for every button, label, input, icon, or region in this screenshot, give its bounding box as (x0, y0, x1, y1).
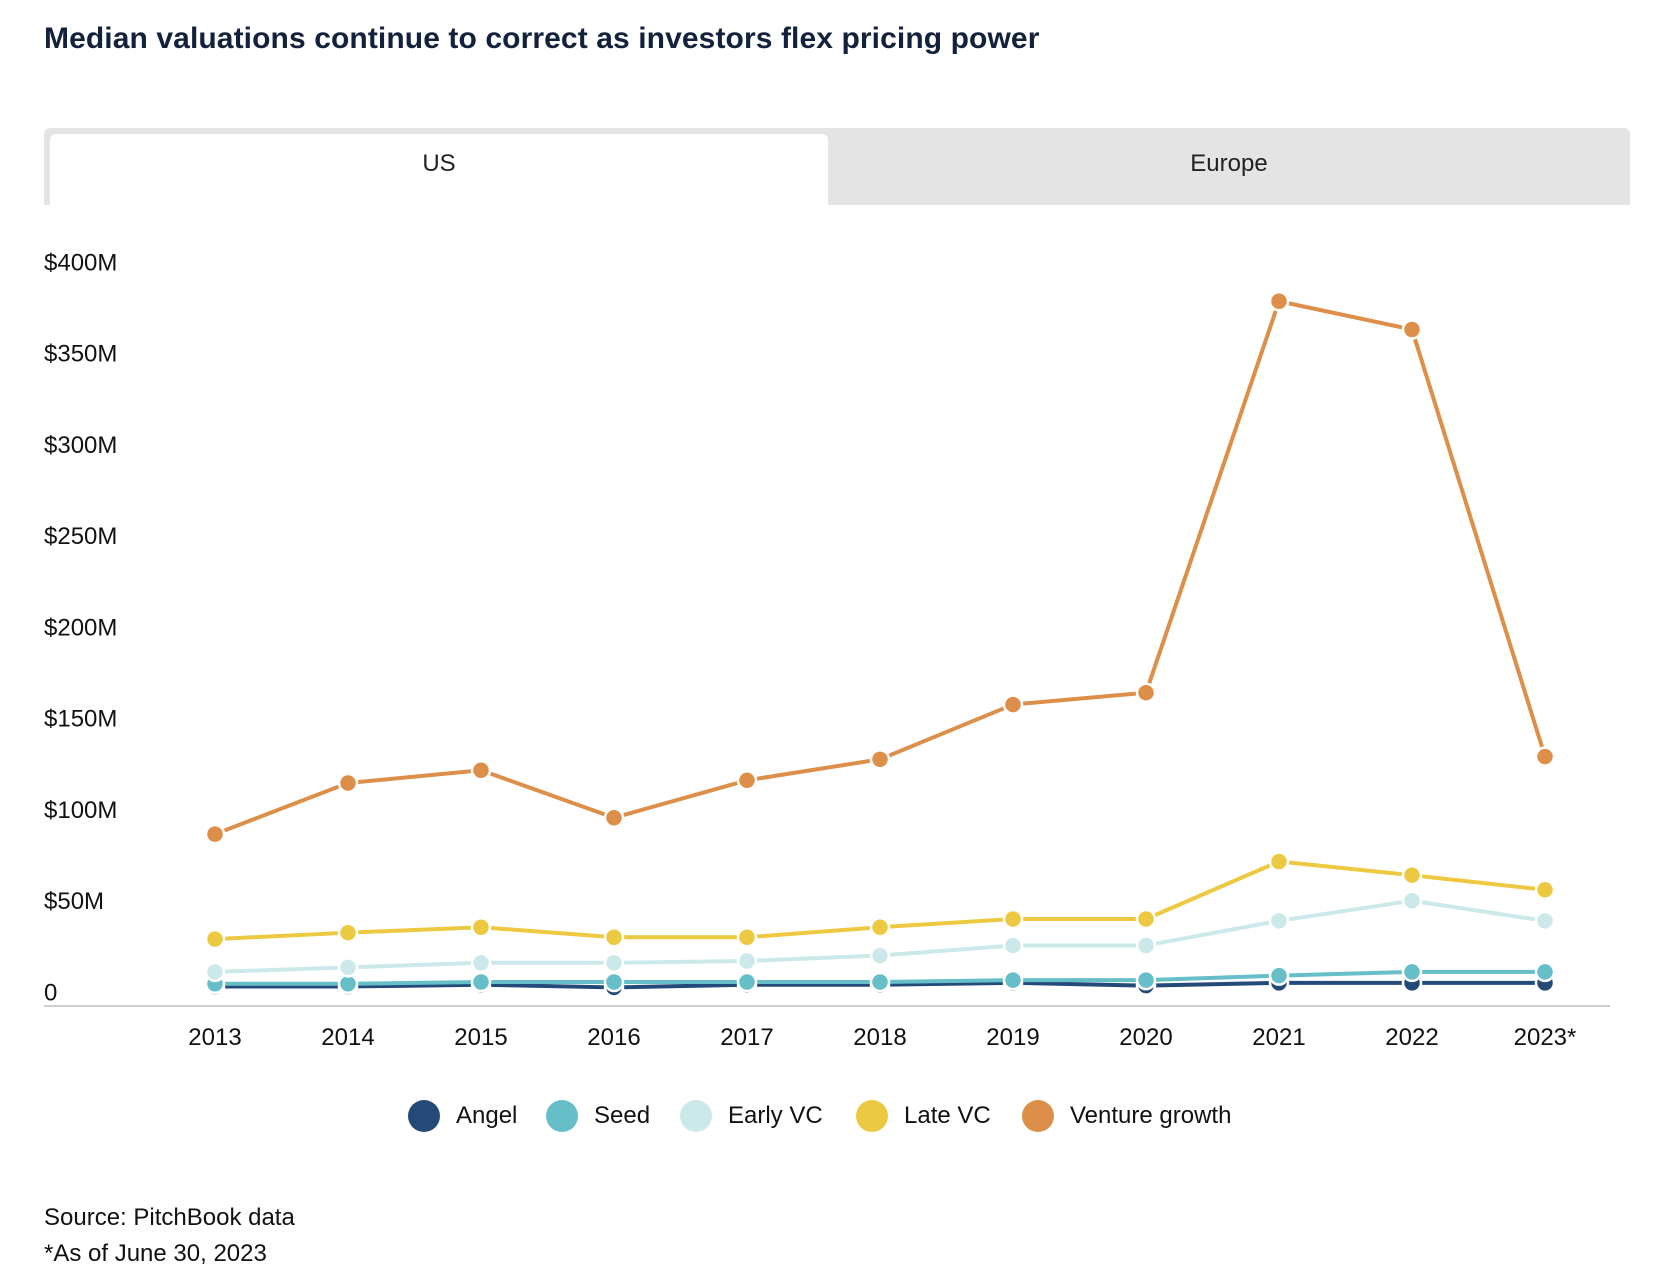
data-point-seed-2018[interactable] (869, 971, 891, 993)
data-point-early-vc-2017[interactable] (736, 950, 758, 972)
legend-swatch-venture-growth (1022, 1100, 1054, 1132)
data-point-seed-2022[interactable] (1401, 961, 1423, 983)
x-tick-label-2022: 2022 (1385, 1024, 1438, 1051)
legend-item-late-vc[interactable]: Late VC (856, 1096, 991, 1136)
y-tick-label-7: $350M (44, 341, 117, 368)
data-point-late-vc-2023[interactable] (1534, 879, 1556, 901)
y-tick-label-3: $150M (44, 706, 117, 733)
data-point-seed-2021[interactable] (1268, 965, 1290, 986)
data-point-early-vc-2019[interactable] (1002, 935, 1024, 956)
line-chart: 0 $50M $100M $150M $200M $250M $300M $350M $400M… (44, 249, 1610, 1051)
data-point-venture-growth-2021[interactable] (1268, 290, 1290, 312)
data-point-early-vc-2015[interactable] (470, 952, 492, 974)
x-tick-label-2015: 2015 (454, 1024, 507, 1051)
y-tick-label-5: $250M (44, 523, 117, 550)
data-point-late-vc-2018[interactable] (869, 916, 891, 938)
chart-legend: Angel Seed Early VC Late VC Venture grow… (0, 1096, 1664, 1136)
data-point-early-vc-2013[interactable] (204, 961, 226, 983)
x-tick-label-2019: 2019 (986, 1024, 1039, 1051)
data-point-early-vc-2022[interactable] (1401, 890, 1423, 911)
x-tick-label-2017: 2017 (720, 1024, 773, 1051)
legend-swatch-early-vc (680, 1100, 712, 1132)
tab-us[interactable]: US (50, 134, 828, 205)
data-point-seed-2019[interactable] (1002, 969, 1024, 991)
legend-label-venture-growth: Venture growth (1070, 1102, 1232, 1129)
x-tick-label-2016: 2016 (587, 1024, 640, 1051)
data-point-late-vc-2013[interactable] (204, 928, 226, 950)
x-tick-label-2023: 2023* (1514, 1024, 1577, 1051)
x-tick-label-2020: 2020 (1119, 1024, 1172, 1051)
data-point-early-vc-2014[interactable] (337, 957, 359, 978)
footnote-text: *As of June 30, 2023 (44, 1240, 267, 1267)
data-point-venture-growth-2017[interactable] (736, 770, 758, 791)
y-tick-label-8: $400M (44, 249, 117, 276)
tab-europe[interactable]: Europe (1190, 150, 1268, 177)
data-point-venture-growth-2014[interactable] (337, 772, 359, 794)
data-point-venture-growth-2023[interactable] (1534, 746, 1556, 767)
chart-title: Median valuations continue to correct as… (44, 22, 1040, 55)
legend-label-angel: Angel (456, 1102, 518, 1129)
legend-label-seed: Seed (594, 1102, 651, 1129)
data-point-early-vc-2021[interactable] (1268, 910, 1290, 932)
legend-label-late-vc: Late VC (904, 1102, 991, 1129)
data-point-late-vc-2015[interactable] (470, 916, 492, 938)
legend-label-early-vc: Early VC (728, 1102, 823, 1129)
x-tick-label-2018: 2018 (853, 1024, 906, 1051)
data-point-early-vc-2023[interactable] (1534, 910, 1556, 932)
data-point-seed-2023[interactable] (1534, 961, 1556, 983)
data-point-seed-2020[interactable] (1135, 969, 1157, 991)
data-point-venture-growth-2016[interactable] (603, 807, 625, 828)
x-tick-label-2021: 2021 (1252, 1024, 1305, 1051)
data-point-venture-growth-2020[interactable] (1135, 682, 1157, 703)
legend-item-angel[interactable]: Angel (408, 1096, 517, 1136)
x-tick-label-2013: 2013 (188, 1024, 241, 1051)
data-point-late-vc-2016[interactable] (603, 927, 625, 948)
legend-item-venture-growth[interactable]: Venture growth (1022, 1096, 1231, 1136)
y-tick-label-1: $50M (44, 888, 104, 915)
chart-source: Source: PitchBook data *As of June 30, 2… (44, 1200, 295, 1272)
legend-swatch-angel (408, 1100, 440, 1132)
data-point-venture-growth-2019[interactable] (1002, 694, 1024, 715)
data-point-late-vc-2017[interactable] (736, 927, 758, 948)
x-tick-label-2014: 2014 (321, 1024, 374, 1051)
legend-swatch-late-vc (856, 1100, 888, 1132)
data-point-venture-growth-2022[interactable] (1401, 319, 1423, 340)
data-point-venture-growth-2018[interactable] (869, 749, 891, 770)
data-point-late-vc-2019[interactable] (1002, 908, 1024, 930)
source-text: Source: PitchBook data (44, 1204, 295, 1231)
data-point-early-vc-2018[interactable] (869, 945, 891, 966)
region-tabs: US Europe (44, 128, 1630, 205)
data-point-early-vc-2020[interactable] (1135, 935, 1157, 956)
data-point-venture-growth-2015[interactable] (470, 760, 492, 781)
data-point-seed-2015[interactable] (470, 971, 492, 993)
legend-item-seed[interactable]: Seed (546, 1096, 650, 1136)
y-tick-label-0: 0 (44, 979, 57, 1006)
data-point-venture-growth-2013[interactable] (204, 823, 226, 845)
data-point-seed-2016[interactable] (603, 971, 625, 993)
y-tick-label-2: $100M (44, 797, 117, 824)
legend-swatch-seed (546, 1100, 578, 1132)
legend-item-early-vc[interactable]: Early VC (680, 1096, 823, 1136)
data-point-late-vc-2022[interactable] (1401, 864, 1423, 886)
y-tick-label-4: $200M (44, 614, 117, 641)
data-point-late-vc-2014[interactable] (337, 922, 359, 943)
data-point-late-vc-2021[interactable] (1268, 851, 1290, 872)
data-point-early-vc-2016[interactable] (603, 952, 625, 974)
data-point-seed-2017[interactable] (736, 971, 758, 993)
data-point-late-vc-2020[interactable] (1135, 908, 1157, 930)
y-tick-label-6: $300M (44, 432, 117, 459)
